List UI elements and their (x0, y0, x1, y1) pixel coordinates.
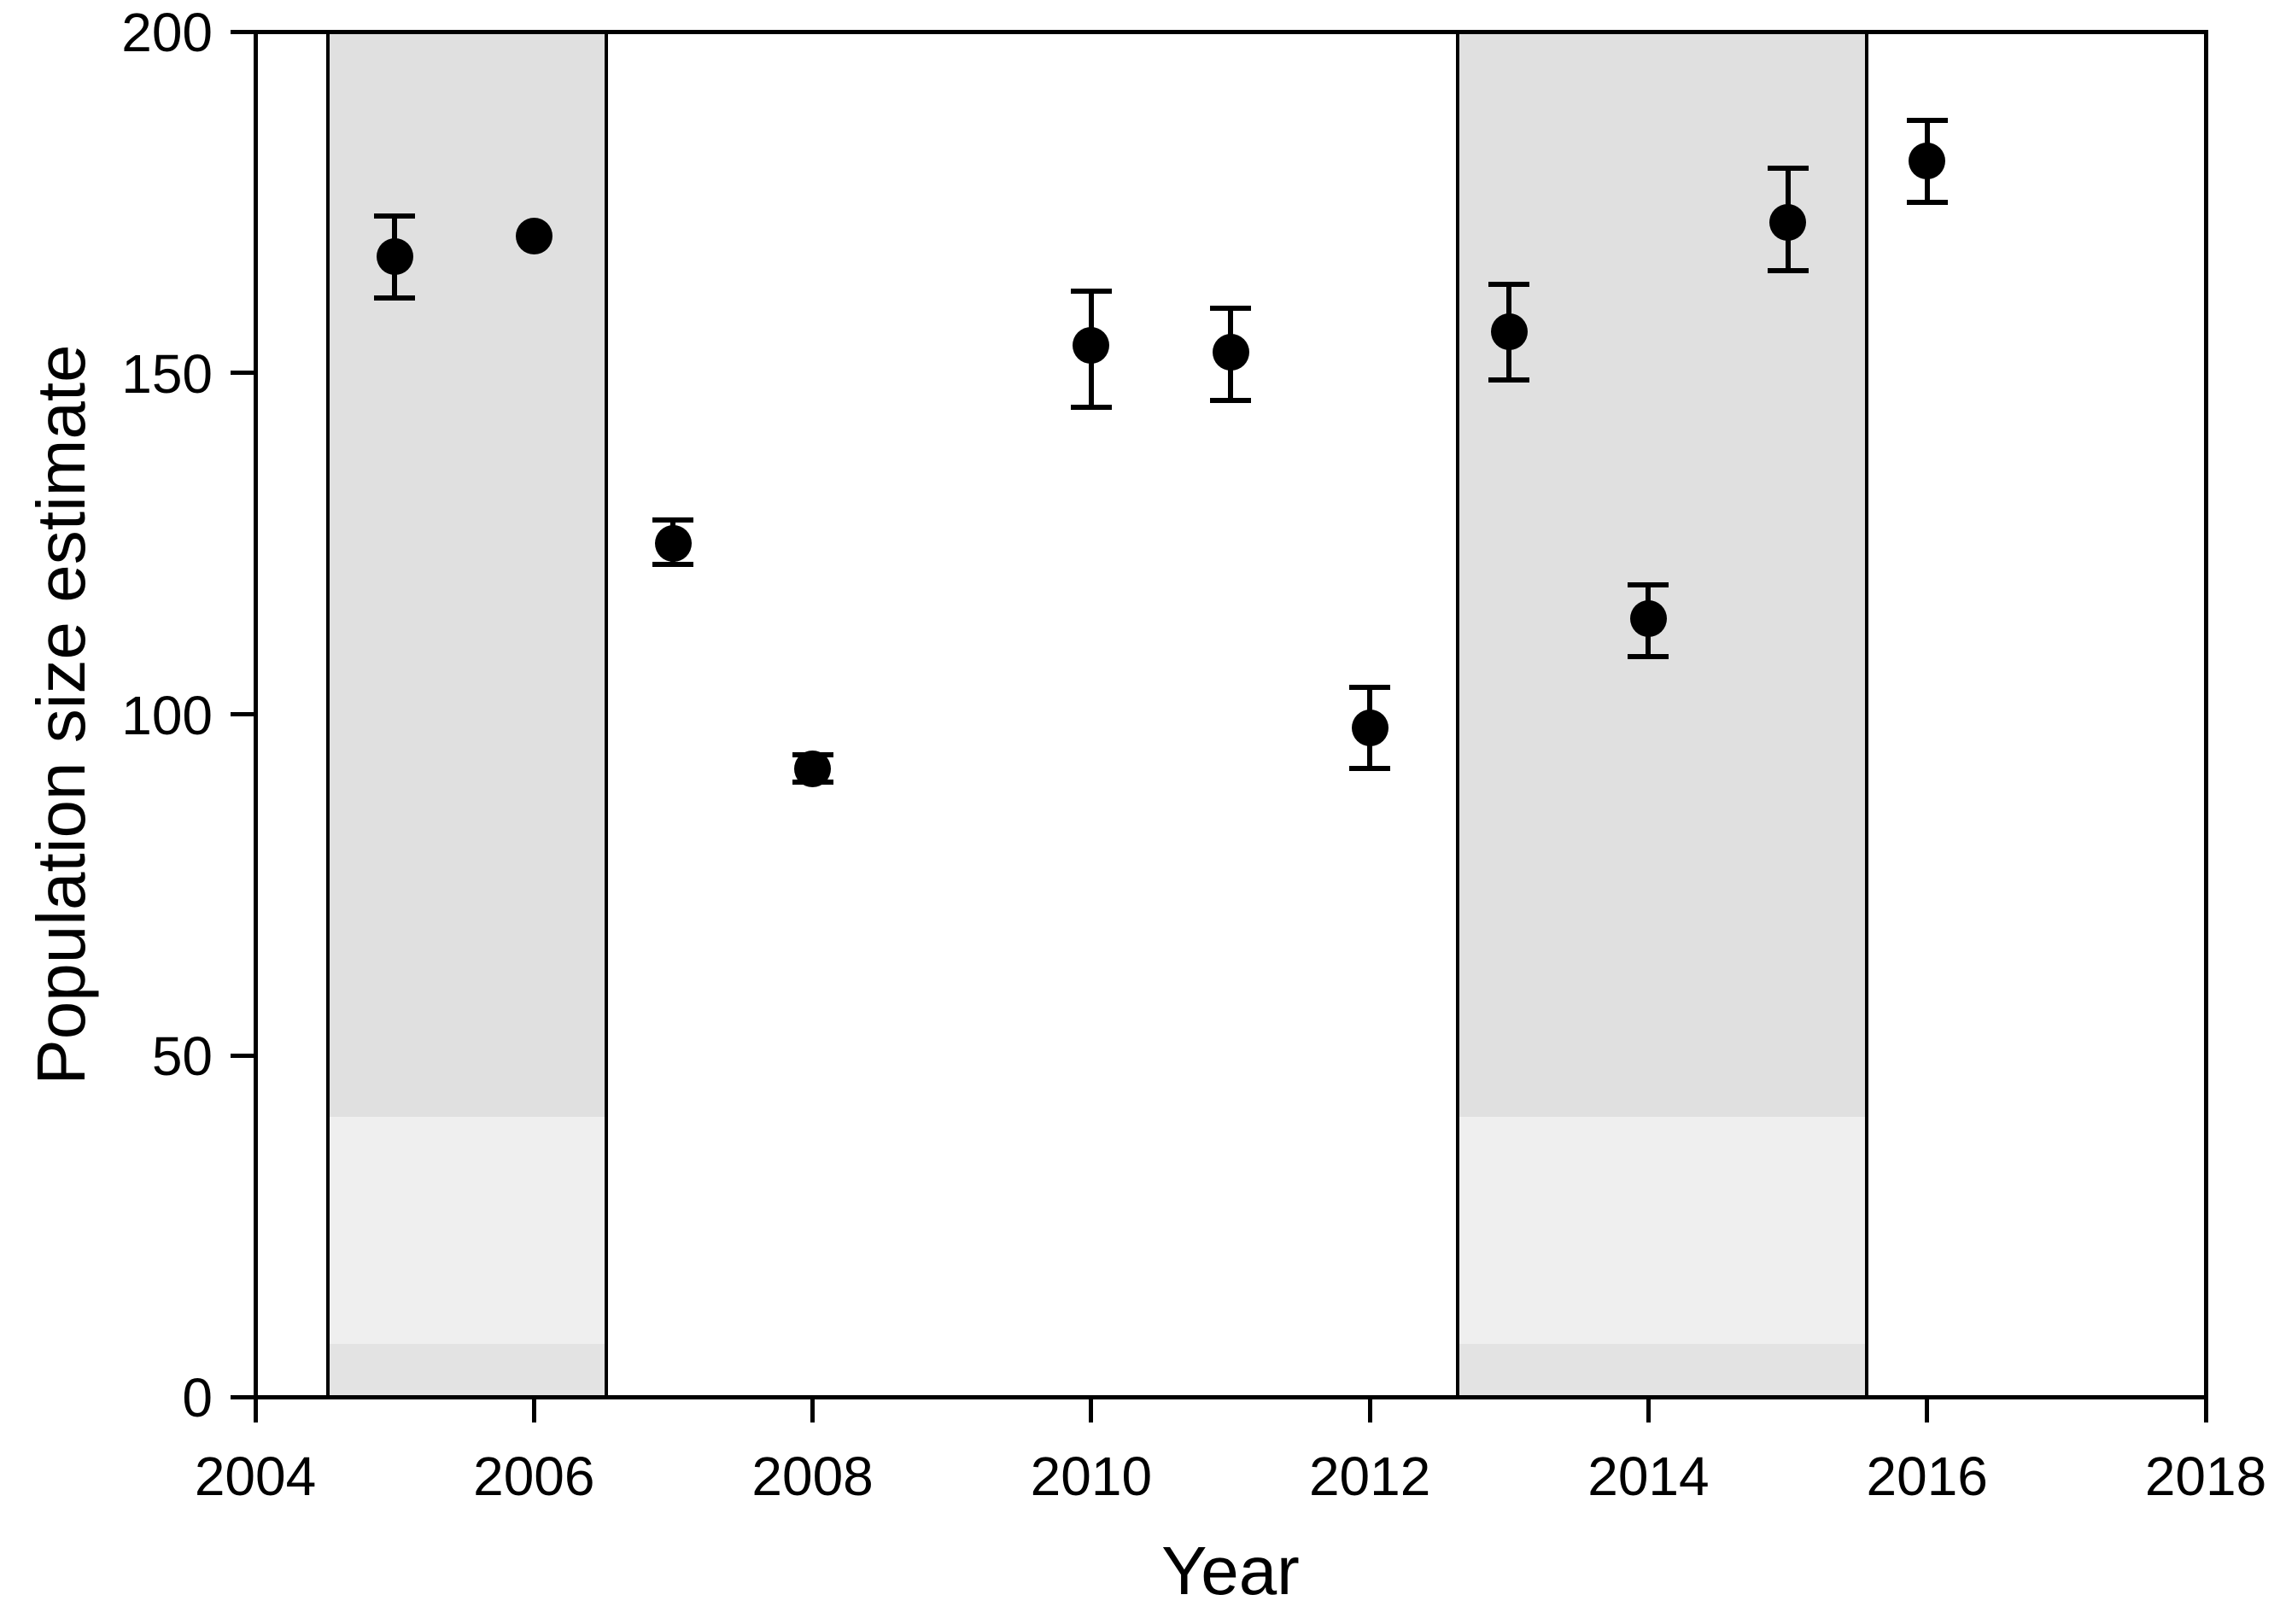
x-tick-label: 2004 (194, 1446, 317, 1507)
data-point-marker (1351, 709, 1388, 746)
data-point-marker (376, 238, 413, 276)
error-bar-cap (1210, 397, 1251, 403)
x-tick (531, 1399, 536, 1422)
error-bar-cap (652, 561, 694, 567)
band-strip (330, 1117, 605, 1345)
error-bar-cap (1767, 267, 1809, 273)
y-tick (230, 29, 254, 34)
band-strip (330, 32, 605, 1118)
y-tick-label: 200 (121, 2, 213, 63)
data-point-marker (1490, 313, 1528, 351)
error-bar-cap (652, 517, 694, 523)
error-bar-cap (1488, 281, 1530, 287)
y-tick-label: 150 (121, 342, 213, 405)
y-tick (230, 371, 254, 376)
shaded-band (1456, 32, 1869, 1397)
error-bar-cap (1349, 684, 1391, 690)
y-tick (230, 712, 254, 716)
x-tick (1925, 1399, 1930, 1422)
band-strip (1459, 1117, 1866, 1345)
error-bar-cap (374, 213, 416, 219)
x-tick-label: 2014 (1587, 1446, 1710, 1507)
error-bar-cap (1488, 377, 1530, 383)
band-strip (1459, 32, 1866, 1118)
data-point-marker (515, 218, 552, 255)
x-axis-title: Year (1161, 1533, 1300, 1609)
x-tick (253, 1399, 258, 1422)
x-tick (2203, 1399, 2208, 1422)
data-point-marker (1073, 327, 1110, 365)
x-tick-label: 2006 (473, 1446, 595, 1507)
y-tick-label: 0 (182, 1367, 213, 1428)
y-tick-label: 100 (121, 684, 213, 746)
data-point-marker (654, 525, 692, 563)
x-tick-label: 2018 (2144, 1446, 2267, 1507)
error-bar-cap (1906, 117, 1948, 123)
y-tick-label: 50 (151, 1025, 213, 1088)
error-bar-cap (1210, 305, 1251, 311)
data-point-marker (794, 750, 832, 787)
error-bar-cap (1070, 288, 1112, 294)
y-tick (230, 1394, 254, 1399)
y-axis-title: Population size estimate (23, 343, 99, 1085)
x-tick-label: 2012 (1308, 1446, 1431, 1507)
x-tick-label: 2016 (1866, 1446, 1988, 1507)
error-bar-cap (1767, 165, 1809, 171)
x-tick (1089, 1399, 1094, 1422)
error-bar-cap (1628, 653, 1669, 659)
x-tick-label: 2008 (751, 1446, 874, 1507)
error-bar-cap (1906, 199, 1948, 205)
x-tick-label: 2010 (1030, 1446, 1153, 1507)
data-point-marker (1629, 600, 1667, 638)
y-tick (230, 1053, 254, 1058)
x-tick (1367, 1399, 1372, 1422)
data-point-marker (1909, 143, 1946, 180)
data-point-marker (1769, 204, 1807, 242)
band-strip (1459, 1344, 1866, 1397)
error-bar-cap (1349, 766, 1391, 772)
error-bar-cap (1628, 581, 1669, 587)
band-strip (330, 1344, 605, 1397)
shaded-band (326, 32, 608, 1397)
x-tick (810, 1399, 816, 1422)
data-point-marker (1212, 334, 1249, 371)
error-bar-cap (1070, 404, 1112, 410)
x-tick (1646, 1399, 1651, 1422)
error-bar-cap (374, 295, 416, 301)
